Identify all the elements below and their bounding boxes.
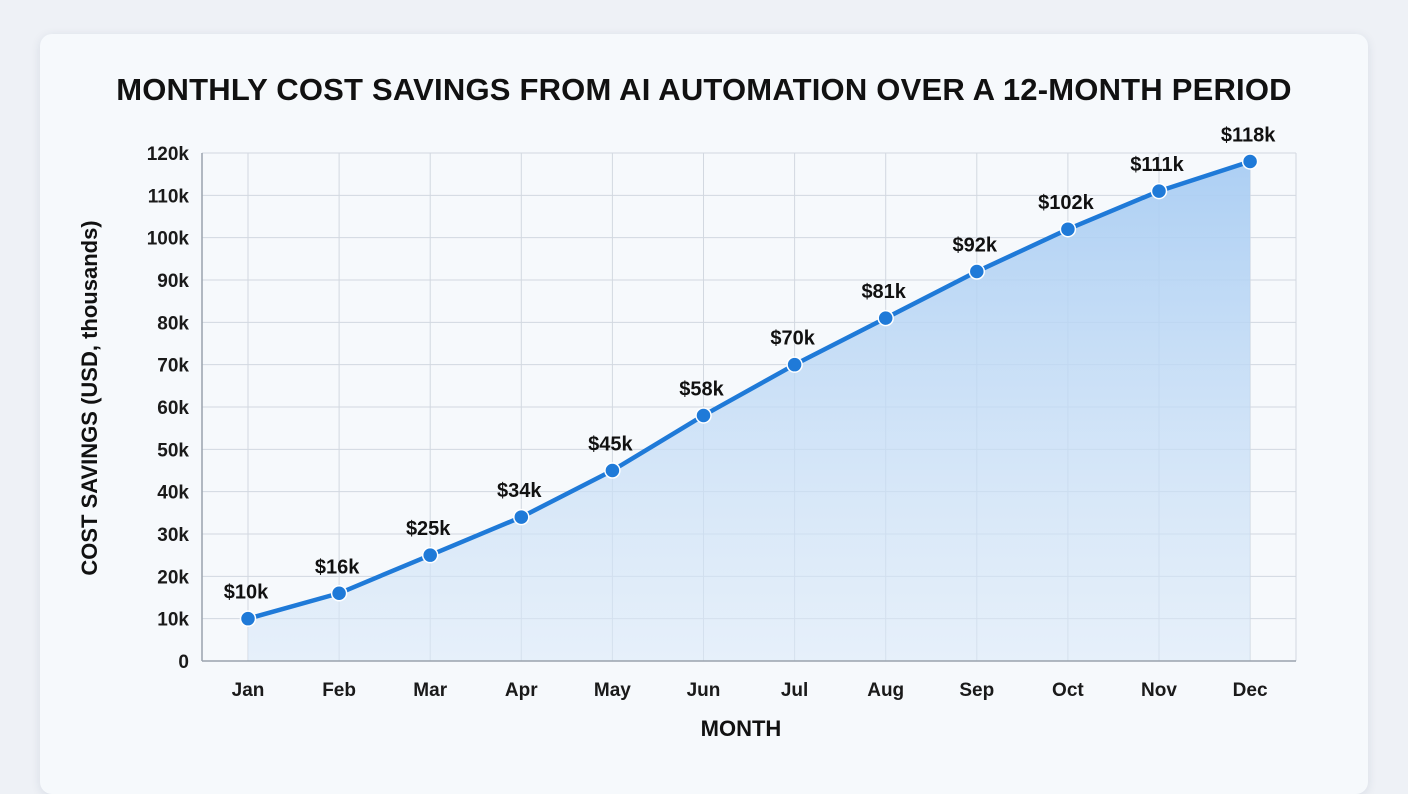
data-point-jul [786, 356, 803, 373]
data-label-mar: $25k [406, 518, 451, 540]
data-point-dec [1241, 153, 1259, 170]
y-tick-label: 80k [157, 313, 189, 334]
series-line [245, 159, 1253, 621]
x-tick-label-dec: Dec [1233, 680, 1268, 701]
y-tick-label: 70k [157, 356, 189, 377]
y-tick-labels: 0 10k 20k 30k 40k 50k 60k 70k 80k 90k 100k 110k 120k [147, 144, 190, 673]
data-labels: $10k $16k $25k $34k $45k $58k $70k $81k $92k $102… [224, 124, 1276, 603]
data-point-jun [695, 407, 712, 424]
y-tick-label: 60k [157, 398, 189, 419]
chart-plot: $10k $16k $25k $34k $45k $58k $70k $81k $92k $102… [77, 124, 1297, 741]
data-point-mar [421, 546, 439, 564]
data-label-may: $45k [588, 434, 633, 456]
data-point-nov [1150, 182, 1168, 200]
data-label-jul: $70k [770, 328, 815, 350]
data-label-apr: $34k [497, 480, 542, 502]
area-fill-layer [248, 161, 1251, 661]
axes [201, 153, 1296, 662]
y-tick-label: 120k [147, 144, 190, 165]
data-point-feb [330, 585, 348, 602]
y-tick-label: 100k [147, 229, 190, 250]
data-label-jun: $58k [679, 378, 724, 400]
data-point-jan [239, 610, 257, 627]
y-tick-label: 30k [157, 525, 189, 546]
x-tick-label-nov: Nov [1141, 680, 1177, 701]
data-label-aug: $81k [861, 281, 906, 303]
data-point-sep [968, 263, 986, 280]
y-tick-label: 20k [157, 567, 189, 588]
y-tick-label: 0 [178, 652, 189, 673]
y-tick-label: 40k [157, 483, 189, 504]
data-points [239, 153, 1259, 627]
x-tick-label-aug: Aug [867, 680, 904, 701]
x-tick-label-feb: Feb [322, 680, 356, 701]
x-tick-label-sep: Sep [959, 680, 994, 701]
x-tick-label-jun: Jun [687, 680, 721, 701]
data-label-nov: $111k [1130, 154, 1184, 176]
data-label-feb: $16k [315, 556, 360, 578]
data-point-may [604, 462, 621, 479]
series-line-layer [245, 159, 1253, 621]
y-tick-label: 110k [148, 186, 190, 207]
data-label-jan: $10k [224, 582, 269, 604]
data-point-apr [513, 508, 530, 526]
x-tick-label-jan: Jan [232, 680, 265, 701]
x-tick-label-may: May [594, 680, 631, 701]
y-axis-title: COST SAVINGS (USD, thousands) [77, 220, 102, 575]
x-tick-label-jul: Jul [781, 680, 808, 701]
data-point-oct [1059, 220, 1077, 238]
x-axis-title: MONTH [701, 716, 782, 741]
x-tick-label-apr: Apr [505, 680, 538, 701]
x-tick-label-mar: Mar [413, 680, 447, 701]
x-tick-labels: Jan Feb Mar Apr May Jun Jul Aug Sep Oct Nov Dec [232, 680, 1268, 701]
area-fill [248, 161, 1251, 661]
chart-title: MONTHLY COST SAVINGS FROM AI AUTOMATION … [116, 72, 1292, 107]
data-label-oct: $102k [1038, 192, 1094, 214]
y-tick-label: 50k [157, 440, 189, 461]
y-tick-label: 90k [157, 271, 189, 292]
data-label-sep: $92k [953, 235, 998, 257]
x-tick-label-oct: Oct [1052, 680, 1084, 701]
y-tick-label: 10k [157, 610, 189, 631]
data-label-dec: $118k [1221, 124, 1276, 146]
data-point-aug [877, 309, 894, 327]
